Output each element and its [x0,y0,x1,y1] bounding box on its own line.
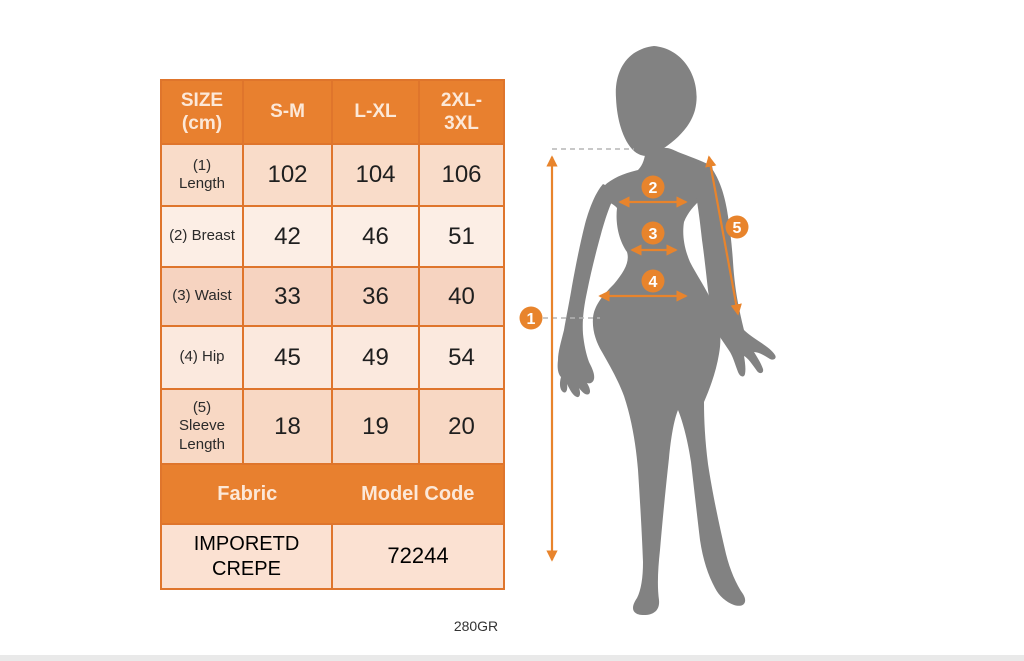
marker-label-4: 4 [649,274,658,291]
cell-waist-lxl: 36 [333,268,418,325]
model-code-value: 72244 [333,525,503,588]
marker-label-2: 2 [649,180,658,197]
marker-badges: 1 2 3 4 5 [519,175,749,330]
cell-waist-2xl3xl: 40 [420,268,503,325]
cell-sleeve-2xl3xl: 20 [420,390,503,463]
cell-sleeve-sm: 18 [244,390,331,463]
marker-circle-1 [519,306,543,330]
header-size-2xl3xl: 2XL- 3XL [420,81,503,143]
marker-label-1: 1 [527,311,536,328]
marker-circle-4 [641,269,665,293]
bottom-divider [0,655,1024,661]
marker-circle-3 [641,221,665,245]
header-size-lxl: L-XL [333,81,418,143]
cell-breast-lxl: 46 [333,207,418,266]
cell-sleeve-lxl: 19 [333,390,418,463]
marker-label-5: 5 [733,220,742,237]
size-table: SIZE (cm) S-M L-XL 2XL- 3XL (1) Length 1… [160,79,505,590]
row-label-breast: (2) Breast [162,207,242,266]
model-code-label: Model Code [361,482,475,505]
row-label-sleeve-length: (5) Sleeve Length [162,390,242,463]
cell-length-2xl3xl: 106 [420,145,503,205]
sleeve-arrow [705,155,742,316]
row-label-length: (1) Length [162,145,242,205]
cell-breast-sm: 42 [244,207,331,266]
row-label-waist: (3) Waist [162,268,242,325]
cell-hip-lxl: 49 [333,327,418,388]
cell-length-sm: 102 [244,145,331,205]
cell-hip-2xl3xl: 54 [420,327,503,388]
cell-length-lxl: 104 [333,145,418,205]
cell-hip-sm: 45 [244,327,331,388]
header-size-cm: SIZE (cm) [162,81,242,143]
fabric-label: Fabric [217,482,278,505]
weight-note: 280GR [453,618,499,634]
cell-waist-sm: 33 [244,268,331,325]
marker-circle-2 [641,175,665,199]
woman-silhouette-icon [557,46,776,616]
row-label-hip: (4) Hip [162,327,242,388]
header-size-sm: S-M [244,81,331,143]
cell-breast-2xl3xl: 51 [420,207,503,266]
marker-label-3: 3 [649,226,658,243]
marker-circle-5 [725,215,749,239]
fabric-value: IMPORETD CREPE [162,525,331,588]
measurement-arrows [546,155,742,562]
table-footer-band: Fabric Model Code [162,465,503,523]
